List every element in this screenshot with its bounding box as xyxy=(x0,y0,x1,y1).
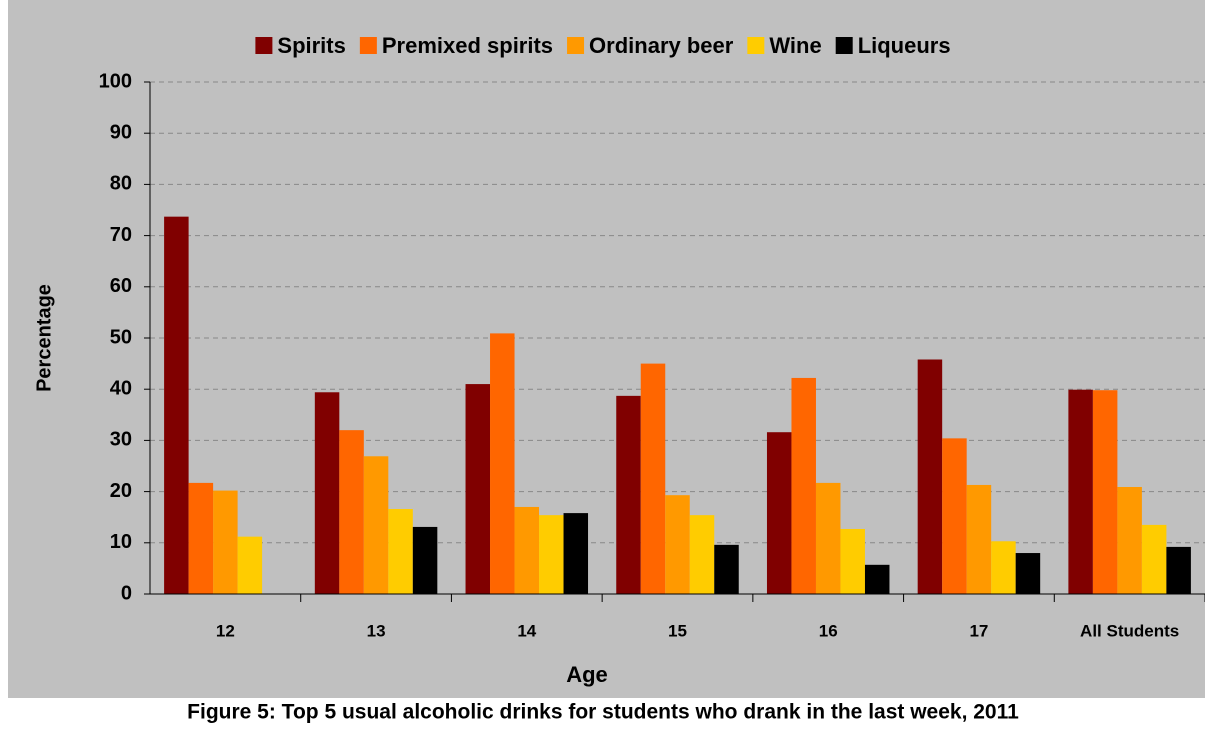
bar xyxy=(412,526,438,594)
x-tick-label: 15 xyxy=(668,621,687,640)
bar xyxy=(363,456,389,594)
y-axis-label: Percentage xyxy=(33,284,55,392)
bar xyxy=(766,432,792,594)
bar xyxy=(714,544,739,594)
legend-label: Spirits xyxy=(277,33,345,58)
bar xyxy=(164,216,189,594)
x-axis-label: Age xyxy=(566,662,608,687)
y-tick-label: 30 xyxy=(110,429,132,451)
bar xyxy=(1015,553,1041,594)
x-tick-label: All Students xyxy=(1080,621,1179,640)
y-tick-label: 20 xyxy=(110,480,132,502)
y-tick-label: 100 xyxy=(99,70,132,92)
x-tick-label: 14 xyxy=(517,621,536,640)
y-tick-label: 80 xyxy=(110,173,132,195)
legend-swatch xyxy=(747,37,765,54)
bar xyxy=(991,541,1016,594)
bar xyxy=(490,333,515,594)
y-tick-label: 40 xyxy=(110,377,132,399)
legend-swatch xyxy=(255,37,273,54)
bar xyxy=(942,438,967,594)
bar xyxy=(514,506,540,594)
bar xyxy=(917,359,943,594)
y-tick-label: 0 xyxy=(121,582,132,604)
bar xyxy=(465,384,491,594)
bar xyxy=(237,536,263,594)
y-tick-label: 90 xyxy=(110,121,132,143)
bar xyxy=(563,513,589,594)
legend-swatch xyxy=(359,37,377,54)
bar xyxy=(339,430,364,594)
legend-swatch xyxy=(567,37,585,54)
bar xyxy=(1117,486,1142,594)
bar xyxy=(815,482,841,594)
bar xyxy=(966,484,992,594)
y-tick-label: 60 xyxy=(110,275,132,297)
x-tick-label: 13 xyxy=(367,621,386,640)
legend-label: Wine xyxy=(769,33,821,58)
x-tick-label: 17 xyxy=(969,621,988,640)
bar xyxy=(616,395,641,594)
y-tick-label: 10 xyxy=(110,531,132,553)
bar xyxy=(1166,546,1191,594)
bar xyxy=(640,363,666,594)
y-tick-label: 70 xyxy=(110,224,132,246)
bar xyxy=(388,509,413,594)
bar xyxy=(188,482,214,594)
bar xyxy=(1141,524,1167,594)
legend-label: Liqueurs xyxy=(858,33,951,58)
bar xyxy=(1068,389,1093,594)
caption: Figure 5: Top 5 usual alcoholic drinks f… xyxy=(187,701,1019,724)
legend-swatch xyxy=(835,37,853,54)
legend-label: Ordinary beer xyxy=(589,33,734,58)
bar xyxy=(213,490,238,594)
x-tick-label: 12 xyxy=(216,621,235,640)
bar xyxy=(539,515,564,594)
x-tick-label: 16 xyxy=(819,621,838,640)
bar xyxy=(791,377,816,594)
bar xyxy=(840,528,865,594)
bar xyxy=(864,564,890,594)
legend-label: Premixed spirits xyxy=(382,33,553,58)
y-tick-label: 50 xyxy=(110,326,132,348)
bar xyxy=(689,515,715,594)
bar xyxy=(314,392,340,594)
bar xyxy=(665,495,690,594)
bar xyxy=(1092,390,1118,594)
